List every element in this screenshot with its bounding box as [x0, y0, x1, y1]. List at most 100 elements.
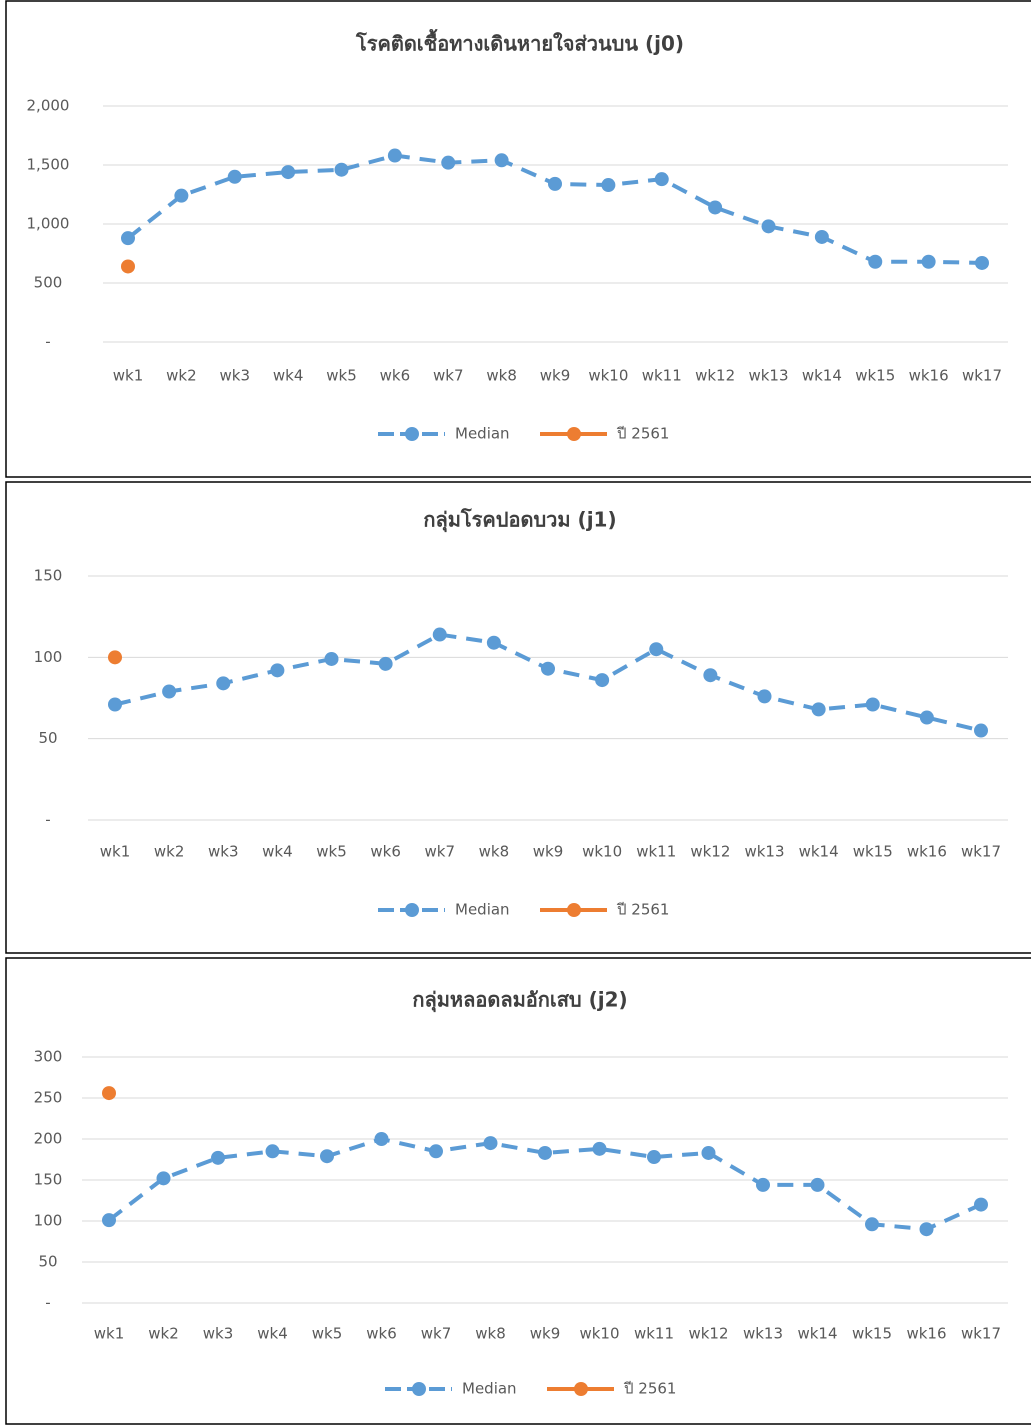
y-tick-label: 300 — [34, 1048, 63, 1066]
x-tick-label: wk3 — [203, 1325, 234, 1343]
data-point — [494, 153, 509, 168]
legend-swatch-marker — [412, 1382, 426, 1396]
data-point — [975, 255, 989, 270]
x-tick-label: wk1 — [100, 843, 131, 861]
data-point — [974, 1197, 988, 1212]
data-point — [156, 1171, 171, 1186]
chart-panel: กลุ่มโรคปอดบวม (j1) - 50 100 150 wk1 wk2 wk3 wk4… — [5, 481, 1031, 954]
legend-label: ปี 2561 — [623, 1380, 676, 1398]
data-point — [429, 1144, 443, 1159]
x-tick-label: wk9 — [540, 367, 571, 385]
data-point — [649, 642, 664, 657]
y-tick-label: 250 — [34, 1089, 63, 1107]
x-tick-label: wk5 — [326, 367, 357, 385]
data-point — [121, 231, 135, 246]
x-tick-label: wk15 — [852, 1325, 892, 1343]
x-tick-label: wk8 — [479, 843, 510, 861]
x-tick-label: wk16 — [907, 843, 947, 861]
data-point — [595, 673, 610, 688]
data-point — [378, 656, 393, 671]
x-tick-label: wk17 — [961, 843, 1001, 861]
data-point — [654, 172, 669, 187]
data-point — [121, 259, 135, 274]
legend-label: Median — [455, 425, 510, 443]
panel-border — [5, 481, 1031, 954]
x-tick-label: wk14 — [797, 1325, 837, 1343]
x-tick-label: wk4 — [257, 1325, 288, 1343]
data-point — [211, 1150, 225, 1165]
x-tick-label: wk6 — [366, 1325, 397, 1343]
y-tick-label: 2,000 — [27, 97, 70, 115]
data-point — [441, 155, 456, 170]
x-tick-label: wk11 — [642, 367, 682, 385]
x-tick-label: wk10 — [582, 843, 622, 861]
x-tick-label: wk2 — [154, 843, 185, 861]
data-point — [432, 627, 447, 642]
x-tick-label: wk16 — [909, 367, 949, 385]
legend-swatch-marker — [567, 427, 581, 441]
data-point — [921, 254, 936, 269]
data-point — [162, 684, 177, 699]
y-tick-label: 50 — [38, 729, 57, 747]
data-point — [601, 178, 616, 193]
data-point — [483, 1136, 498, 1151]
x-tick-label: wk12 — [688, 1325, 728, 1343]
legend-swatch-marker — [574, 1382, 588, 1396]
data-point — [647, 1150, 661, 1165]
x-tick-label: wk12 — [695, 367, 735, 385]
y-tick-label: 150 — [34, 1171, 63, 1189]
data-point — [761, 219, 776, 234]
panel-border — [5, 0, 1031, 478]
data-point — [592, 1141, 607, 1156]
x-tick-label: wk8 — [486, 367, 517, 385]
series-line — [107, 1136, 982, 1232]
legend-label: Median — [455, 901, 510, 919]
x-tick-label: wk12 — [690, 843, 730, 861]
y-tick-label: 1,000 — [27, 215, 70, 233]
y-tick-label: 100 — [34, 648, 63, 666]
data-point — [810, 1177, 825, 1192]
x-tick-label: wk11 — [636, 843, 676, 861]
x-tick-label: wk4 — [273, 367, 304, 385]
chart-title: กลุ่มหลอดลมอักเสบ (j2) — [412, 988, 627, 1013]
x-tick-label: wk17 — [962, 367, 1002, 385]
data-point — [538, 1145, 552, 1160]
x-tick-label: wk6 — [380, 367, 411, 385]
legend-label: Median — [462, 1380, 517, 1398]
x-tick-label: wk2 — [148, 1325, 179, 1343]
x-tick-label: wk2 — [166, 367, 197, 385]
data-point — [868, 254, 883, 269]
x-tick-label: wk13 — [743, 1325, 783, 1343]
x-tick-label: wk6 — [370, 843, 401, 861]
y-tick-label: - — [45, 1294, 50, 1312]
x-tick-label: wk10 — [588, 367, 628, 385]
x-tick-label: wk1 — [113, 367, 144, 385]
y-tick-label: - — [45, 811, 50, 829]
legend-swatch-marker — [567, 903, 581, 917]
x-tick-label: wk7 — [425, 843, 456, 861]
data-point — [811, 702, 826, 717]
x-tick-label: wk14 — [802, 367, 842, 385]
data-point — [814, 229, 829, 244]
data-point — [708, 200, 723, 215]
data-point — [756, 1177, 770, 1192]
chart-panel: โรคติดเชื้อทางเดินหายใจส่วนบน (j0) - 500 1,… — [5, 0, 1031, 478]
legend-swatch-marker — [405, 903, 419, 917]
chart-title: กลุ่มโรคปอดบวม (j1) — [423, 508, 616, 533]
data-point — [701, 1145, 716, 1160]
x-tick-label: wk1 — [94, 1325, 125, 1343]
x-tick-label: wk7 — [421, 1325, 452, 1343]
data-point — [216, 676, 231, 691]
x-tick-label: wk11 — [634, 1325, 674, 1343]
y-tick-label: 100 — [34, 1212, 63, 1230]
y-tick-label: 500 — [34, 274, 63, 292]
x-tick-label: wk15 — [855, 367, 895, 385]
y-tick-label: 150 — [34, 567, 63, 585]
x-tick-label: wk3 — [208, 843, 239, 861]
data-point — [374, 1132, 389, 1146]
legend-label: ปี 2561 — [616, 425, 669, 443]
y-tick-label: 200 — [34, 1130, 63, 1148]
data-point — [919, 710, 934, 725]
data-point — [757, 689, 772, 704]
